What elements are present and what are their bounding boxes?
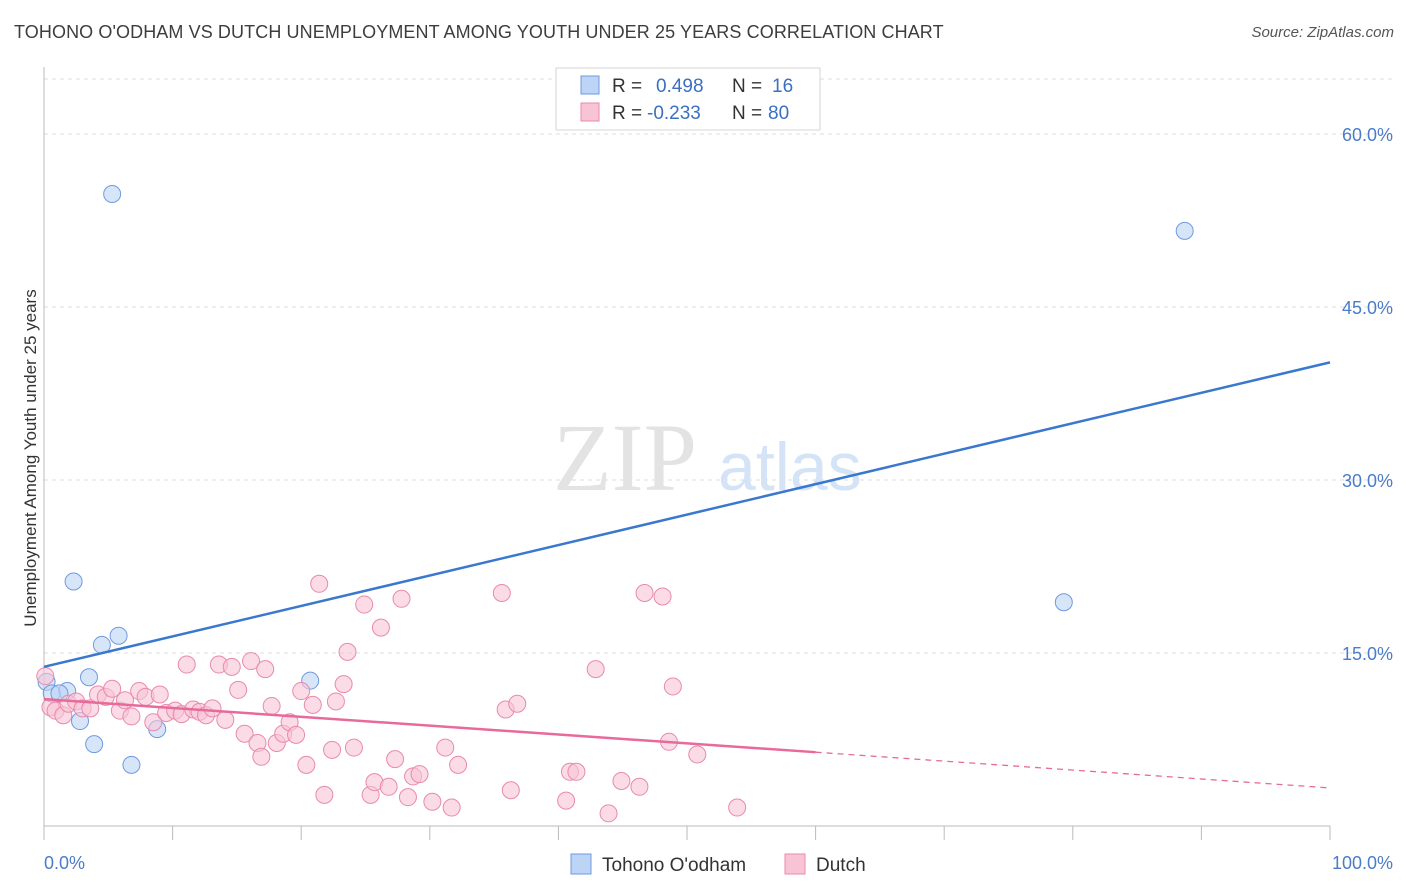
legend-n-label-2: N = (732, 103, 762, 124)
dutch-point (508, 694, 527, 713)
dutch-point (599, 804, 618, 823)
x-tick-label: 100.0% (1332, 853, 1393, 873)
dutch-point (235, 724, 254, 743)
dutch-point (442, 798, 461, 817)
dutch-point (323, 740, 342, 759)
y-axis-label: Unemployment Among Youth under 25 years (21, 289, 40, 626)
dutch-point (242, 652, 261, 671)
dutch-point (423, 792, 442, 811)
dutch-point (663, 677, 682, 696)
dutch-point (344, 738, 363, 757)
dutch-point (379, 777, 398, 796)
dutch-point (410, 765, 429, 784)
dutch-point (728, 798, 747, 817)
legend-r-value-2: -0.233 (647, 103, 701, 124)
dutch-point (150, 685, 169, 704)
stats-legend-box (555, 67, 821, 131)
legend-r-value-1: 0.498 (656, 76, 704, 97)
tohono-point (80, 668, 99, 687)
tohono-point (1175, 221, 1194, 240)
series-legend-swatch-pink (784, 853, 806, 875)
axes (43, 67, 1331, 840)
dutch-point (81, 699, 100, 718)
dutch-point (103, 679, 122, 698)
tohono-point (1054, 593, 1073, 612)
dutch-point (203, 699, 222, 718)
dutch-point (612, 772, 631, 791)
dutch-point (144, 713, 163, 732)
dutch-point (355, 595, 374, 614)
trend-lines (43, 361, 1331, 789)
tohono-trend-line (43, 361, 1331, 669)
tick-labels: 15.0% 30.0% 45.0% 60.0% 0.0% 100.0% (44, 125, 1393, 873)
dutch-point (315, 785, 334, 804)
dutch-point (287, 725, 306, 744)
dutch-point (398, 788, 417, 807)
tohono-point (109, 626, 128, 645)
series-legend: Tohono O'odham Dutch (570, 853, 866, 876)
y-tick-label: 15.0% (1342, 644, 1393, 664)
dutch-point (252, 747, 271, 766)
dutch-point (262, 697, 281, 716)
dutch-point (492, 584, 511, 603)
dutch-point (36, 667, 55, 686)
dutch-point (386, 750, 405, 769)
y-tick-label: 30.0% (1342, 471, 1393, 491)
data-points (36, 184, 1194, 823)
dutch-point (449, 755, 468, 774)
dutch-point (122, 707, 141, 726)
dutch-point (177, 655, 196, 674)
dutch-point (630, 777, 649, 796)
dutch-point (392, 589, 411, 608)
dutch-point (297, 755, 316, 774)
tohono-point (103, 184, 122, 203)
dutch-point (436, 738, 455, 757)
dutch-point (557, 791, 576, 810)
legend-n-value-2: 80 (768, 103, 789, 124)
dutch-point (326, 692, 345, 711)
dutch-point (303, 695, 322, 714)
dutch-point (256, 660, 275, 679)
source-label: Source: ZipAtlas.com (1251, 24, 1394, 41)
dutch-point (653, 587, 672, 606)
dutch-point (688, 745, 707, 764)
legend-swatch-pink (580, 102, 600, 122)
legend-r-label-2: R = (612, 103, 642, 124)
series-legend-label-1: Tohono O'odham (602, 855, 746, 876)
dutch-point (338, 642, 357, 661)
tohono-point (85, 735, 104, 754)
stats-legend: R = 0.498 N = 16 R = -0.233 N = 80 (555, 67, 821, 131)
tohono-point (64, 572, 83, 591)
dutch-point (334, 675, 353, 694)
watermark-atlas: atlas (718, 429, 862, 505)
dutch-point (222, 657, 241, 676)
dutch-point (292, 682, 311, 701)
legend-n-value-1: 16 (772, 76, 793, 97)
series-legend-label-2: Dutch (816, 855, 866, 876)
dutch-point (229, 680, 248, 699)
dutch-point (635, 584, 654, 603)
watermark-zip: ZIP (553, 404, 697, 511)
tohono-point (122, 755, 141, 774)
dutch-trend-line (43, 697, 816, 754)
y-tick-label: 45.0% (1342, 298, 1393, 318)
series-legend-swatch-blue (570, 853, 592, 875)
chart-title: TOHONO O'ODHAM VS DUTCH UNEMPLOYMENT AMO… (14, 22, 944, 42)
dutch-point (371, 618, 390, 637)
dutch-trend-extension (815, 751, 1331, 789)
legend-r-label-1: R = (612, 76, 642, 97)
dutch-point (310, 574, 329, 593)
x-tick-label: 0.0% (44, 853, 85, 873)
y-tick-label: 60.0% (1342, 125, 1393, 145)
dutch-point (567, 762, 586, 781)
grid-lines (44, 78, 1393, 654)
dutch-point (216, 710, 235, 729)
dutch-point (586, 660, 605, 679)
legend-n-label-1: N = (732, 76, 762, 97)
legend-swatch-blue (580, 75, 600, 95)
dutch-point (501, 781, 520, 800)
